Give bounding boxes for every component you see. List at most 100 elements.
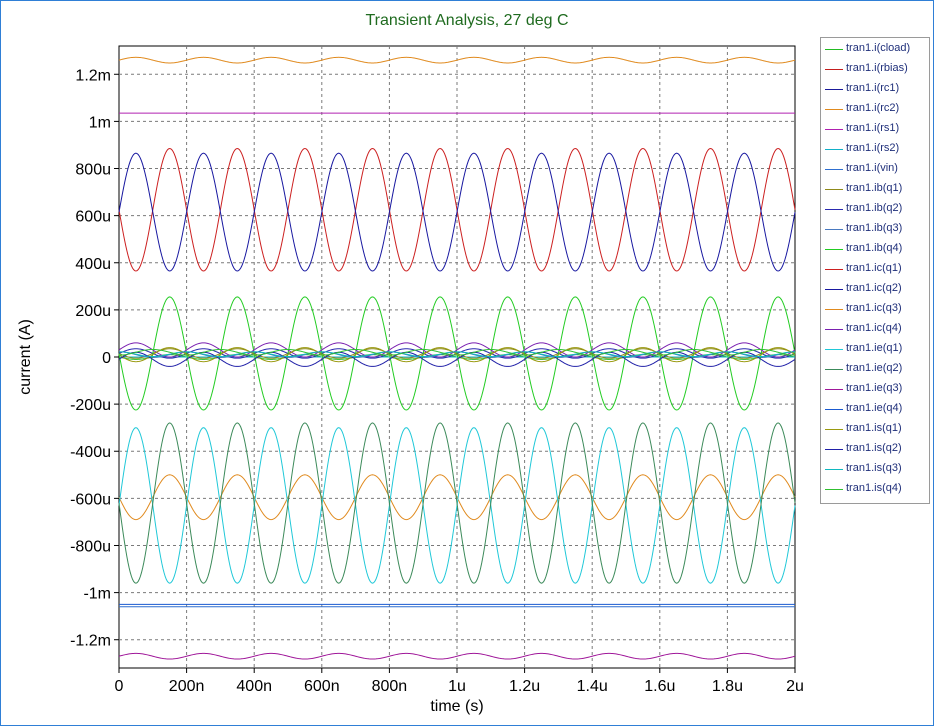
legend-label: tran1.ie(q1) — [846, 342, 903, 354]
legend-item[interactable]: tran1.i(vin) — [821, 160, 929, 180]
legend-item[interactable]: tran1.i(cload) — [821, 40, 929, 60]
legend-item[interactable]: tran1.ic(q1) — [821, 260, 929, 280]
series-line-tran1-is-q2- — [118, 351, 796, 367]
y-tick-label: 0 — [102, 350, 111, 367]
legend-swatch — [825, 149, 843, 150]
y-tick-label: 200u — [75, 303, 111, 320]
legend-swatch — [825, 49, 843, 50]
legend-label: tran1.is(q1) — [846, 422, 902, 434]
x-tick-label: 200n — [169, 678, 205, 695]
legend-item[interactable]: tran1.i(rc2) — [821, 100, 929, 120]
series-line-tran1-ie-q3- — [118, 652, 796, 660]
x-tick-label: 1.4u — [577, 678, 608, 695]
legend-label: tran1.ie(q3) — [846, 382, 903, 394]
y-tick-label: 400u — [75, 256, 111, 273]
series-line-tran1-ib-q4- — [118, 296, 796, 411]
legend-swatch — [825, 309, 843, 310]
series-line-tran1-ic-q4- — [118, 342, 796, 358]
legend-swatch — [825, 209, 843, 210]
legend-swatch — [825, 409, 843, 410]
legend-label: tran1.is(q2) — [846, 442, 902, 454]
legend: tran1.i(cload) tran1.i(rbias) tran1.i(rc1)… — [820, 37, 930, 504]
legend-item[interactable]: tran1.is(q2) — [821, 440, 929, 460]
legend-item[interactable]: tran1.ic(q2) — [821, 280, 929, 300]
legend-item[interactable]: tran1.i(rs2) — [821, 140, 929, 160]
legend-swatch — [825, 489, 843, 490]
series-line-tran1-i-rc2- — [118, 56, 796, 64]
legend-swatch — [825, 349, 843, 350]
series-line-tran1-is-q3- — [118, 351, 796, 358]
series-line-tran1-ic-q3- — [118, 474, 796, 521]
legend-item[interactable]: tran1.is(q1) — [821, 420, 929, 440]
legend-swatch — [825, 449, 843, 450]
legend-label: tran1.is(q4) — [846, 482, 902, 494]
series-line-tran1-is-q4- — [118, 348, 796, 356]
y-tick-label: -400u — [70, 444, 111, 461]
x-axis-title: time (s) — [430, 698, 483, 715]
y-axis-title: current (A) — [17, 319, 34, 395]
legend-label: tran1.ib(q2) — [846, 202, 903, 214]
legend-label: tran1.ic(q2) — [846, 282, 902, 294]
legend-swatch — [825, 69, 843, 70]
legend-item[interactable]: tran1.i(rbias) — [821, 60, 929, 80]
legend-label: tran1.i(rs2) — [846, 142, 900, 154]
legend-item[interactable]: tran1.is(q4) — [821, 480, 929, 500]
legend-item[interactable]: tran1.i(rc1) — [821, 80, 929, 100]
x-tick-label: 400n — [236, 678, 272, 695]
y-tick-label: -800u — [70, 538, 111, 555]
series-line-tran1-ie-q2- — [118, 422, 796, 584]
series-layer — [118, 56, 796, 660]
y-tick-label: 600u — [75, 209, 111, 226]
axis-ticks: 0 200n 400n 600n 800n 1u 1.2u 1.4u 1.6u 1.8u 2u 1.2… — [70, 67, 804, 695]
legend-item[interactable]: tran1.ie(q3) — [821, 380, 929, 400]
legend-item[interactable]: tran1.ie(q1) — [821, 340, 929, 360]
y-tick-label: -1m — [83, 586, 111, 603]
legend-swatch — [825, 469, 843, 470]
legend-swatch — [825, 109, 843, 110]
x-tick-label: 2u — [786, 678, 804, 695]
y-tick-label: -1.2m — [70, 633, 111, 650]
legend-swatch — [825, 229, 843, 230]
y-tick-label: 1m — [89, 114, 111, 131]
legend-item[interactable]: tran1.ib(q3) — [821, 220, 929, 240]
legend-item[interactable]: tran1.ic(q4) — [821, 320, 929, 340]
legend-label: tran1.ib(q1) — [846, 182, 903, 194]
legend-swatch — [825, 389, 843, 390]
x-tick-label: 1.6u — [644, 678, 675, 695]
legend-swatch — [825, 369, 843, 370]
legend-item[interactable]: tran1.ib(q4) — [821, 240, 929, 260]
y-tick-label: -600u — [70, 491, 111, 508]
legend-item[interactable]: tran1.ic(q3) — [821, 300, 929, 320]
x-tick-label: 600n — [304, 678, 340, 695]
legend-label: tran1.i(rc2) — [846, 102, 900, 114]
legend-swatch — [825, 129, 843, 130]
grid — [119, 46, 795, 668]
legend-label: tran1.ic(q3) — [846, 302, 902, 314]
legend-swatch — [825, 429, 843, 430]
x-tick-label: 800n — [372, 678, 408, 695]
legend-swatch — [825, 189, 843, 190]
legend-label: tran1.ic(q4) — [846, 322, 902, 334]
legend-label: tran1.i(cload) — [846, 42, 911, 54]
series-line-tran1-ic-q2- — [118, 152, 796, 272]
x-tick-label: 1u — [448, 678, 466, 695]
legend-label: tran1.ie(q4) — [846, 402, 903, 414]
legend-item[interactable]: tran1.ib(q2) — [821, 200, 929, 220]
legend-label: tran1.i(rc1) — [846, 82, 900, 94]
legend-label: tran1.i(rs1) — [846, 122, 900, 134]
y-tick-label: -200u — [70, 397, 111, 414]
legend-label: tran1.i(vin) — [846, 162, 898, 174]
x-tick-label: 1.2u — [509, 678, 540, 695]
legend-item[interactable]: tran1.ib(q1) — [821, 180, 929, 200]
legend-item[interactable]: tran1.ie(q4) — [821, 400, 929, 420]
x-tick-label: 1.8u — [712, 678, 743, 695]
legend-label: tran1.ie(q2) — [846, 362, 903, 374]
legend-item[interactable]: tran1.is(q3) — [821, 460, 929, 480]
y-tick-label: 800u — [75, 162, 111, 179]
legend-label: tran1.ic(q1) — [846, 262, 902, 274]
legend-item[interactable]: tran1.i(rs1) — [821, 120, 929, 140]
legend-item[interactable]: tran1.ie(q2) — [821, 360, 929, 380]
legend-swatch — [825, 169, 843, 170]
legend-swatch — [825, 289, 843, 290]
y-tick-label: 1.2m — [75, 67, 111, 84]
